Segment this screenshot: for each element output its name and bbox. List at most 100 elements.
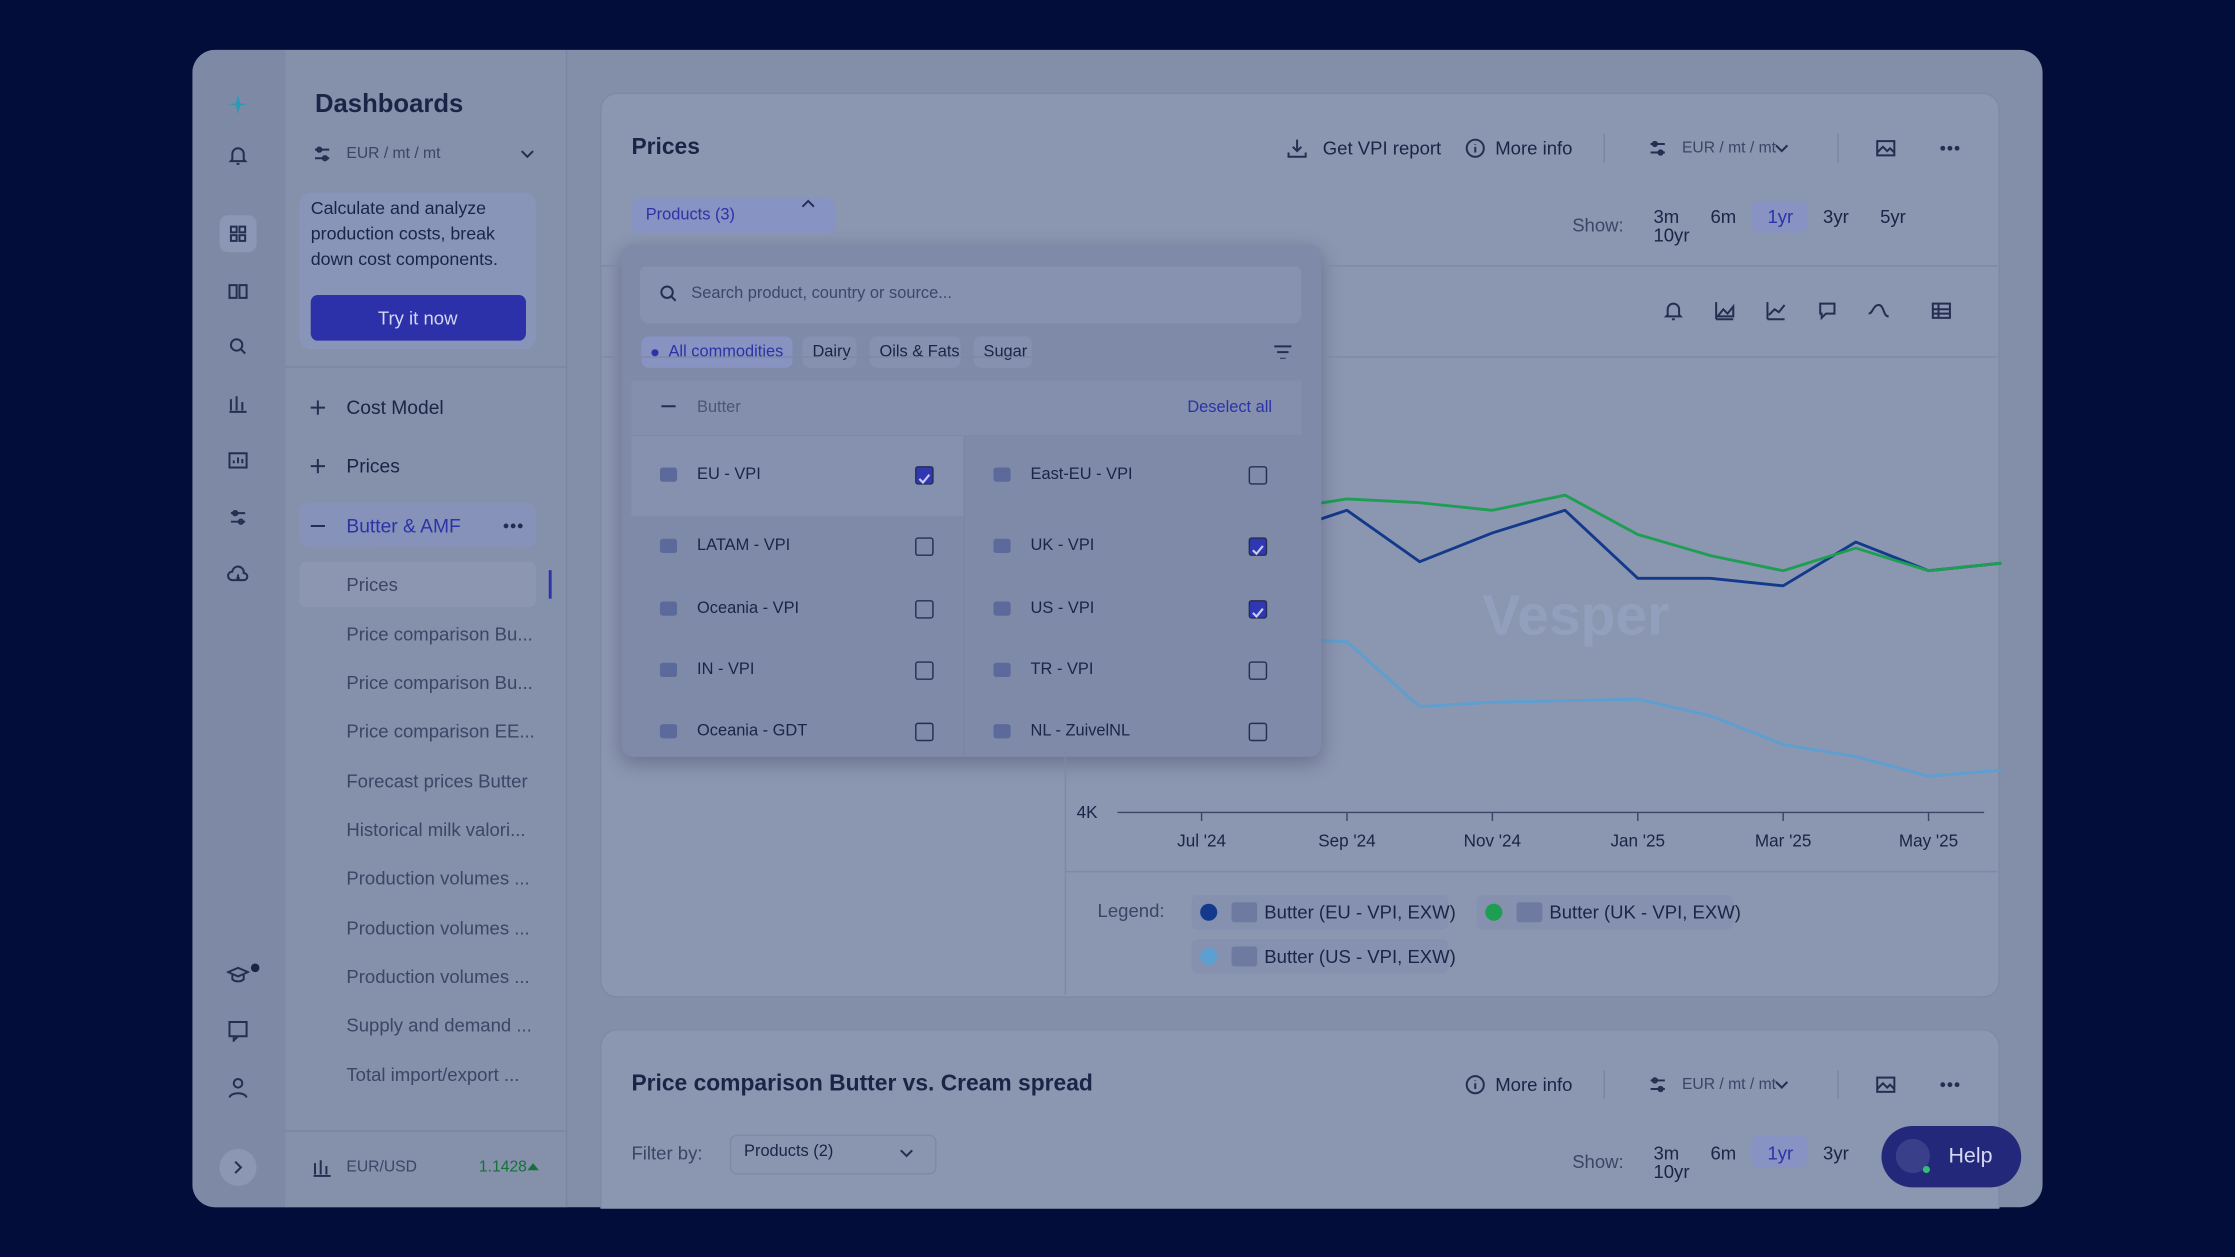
unit-chevron[interactable] (1770, 137, 1793, 160)
nav-item[interactable]: Prices (346, 455, 400, 477)
filter-chip-label[interactable]: Oils & Fats (879, 343, 960, 361)
export-image[interactable] (1874, 137, 1897, 160)
nav-subitem[interactable]: Price comparison EE... (346, 720, 535, 742)
chart-tool[interactable] (1662, 299, 1685, 322)
filter-chip-label[interactable]: All commodities (668, 343, 784, 361)
group-toggle[interactable] (657, 395, 680, 418)
nav-icon[interactable] (227, 563, 250, 586)
filter-chip[interactable] (641, 336, 793, 368)
export-image[interactable] (1874, 1073, 1897, 1096)
more-info-button[interactable]: More info (1495, 1074, 1573, 1096)
nav-icon[interactable] (227, 1019, 250, 1043)
option-checkbox[interactable] (915, 722, 934, 742)
nav-icon[interactable] (227, 1076, 250, 1099)
nav-subitem[interactable]: Forecast prices Butter (346, 770, 528, 792)
nav-icon[interactable] (227, 144, 250, 167)
nav-subitem[interactable]: Total import/export ... (346, 1064, 520, 1086)
products-label[interactable]: Products (3) (645, 206, 735, 224)
option-checkbox[interactable] (1248, 537, 1268, 556)
option-label[interactable]: LATAM - VPI (697, 537, 791, 555)
option-checkbox[interactable] (1248, 466, 1268, 485)
option-checkbox[interactable] (915, 537, 934, 556)
promo-button-label[interactable]: Try it now (377, 307, 458, 329)
chart-tool[interactable] (1765, 299, 1788, 322)
filter-chip[interactable] (869, 336, 961, 368)
nav-expander[interactable] (306, 515, 329, 538)
chart-tool[interactable] (1867, 299, 1890, 322)
range-option[interactable]: 3yr (1823, 1142, 1849, 1164)
range-option[interactable]: 1yr (1767, 1142, 1794, 1164)
products-button[interactable] (631, 198, 836, 234)
option-label[interactable]: EU - VPI (697, 466, 761, 484)
option-checkbox[interactable] (915, 661, 934, 680)
nav-icon[interactable] (227, 335, 250, 358)
unit-chevron[interactable] (1770, 1073, 1793, 1096)
more-info-button[interactable]: More info (1495, 137, 1573, 159)
filter-icon[interactable] (1271, 341, 1294, 364)
chart-tool[interactable] (1816, 299, 1839, 322)
range-option[interactable]: 10yr (1653, 224, 1690, 246)
help-label[interactable]: Help (1948, 1143, 1993, 1169)
range-option[interactable]: 6m (1710, 1142, 1737, 1164)
option-label[interactable]: IN - VPI (697, 661, 755, 679)
option-label[interactable]: Oceania - GDT (697, 722, 808, 740)
unit-select[interactable]: EUR / mt / mt (1681, 1076, 1777, 1094)
products-caret[interactable] (797, 192, 820, 215)
filter-chip[interactable] (802, 336, 857, 368)
report-button[interactable]: Get VPI report (1322, 137, 1442, 159)
nav-icon[interactable] (227, 506, 250, 529)
filter-chip-label[interactable]: Dairy (812, 343, 851, 361)
collapse-icon[interactable] (227, 1156, 250, 1179)
filter-chip-label[interactable]: Sugar (983, 343, 1028, 361)
legend-text[interactable]: Butter (UK - VPI, EXW) (1549, 901, 1741, 923)
range-option[interactable]: 3m (1653, 205, 1680, 228)
legend-text[interactable]: Butter (US - VPI, EXW) (1264, 945, 1456, 968)
nav-item[interactable]: Butter & AMF (346, 515, 461, 537)
range-option[interactable]: 10yr (1653, 1160, 1690, 1183)
nav-item-menu[interactable] (502, 515, 525, 538)
nav-icon[interactable] (227, 392, 250, 415)
option-label[interactable]: NL - ZuivelNL (1030, 722, 1131, 740)
range-option[interactable]: 6m (1710, 205, 1737, 228)
option-label[interactable]: TR - VPI (1030, 661, 1094, 679)
unit-select[interactable]: EUR / mt / mt (346, 145, 441, 163)
option-checkbox[interactable] (1248, 722, 1268, 742)
collapse-button[interactable] (219, 1148, 257, 1186)
legend-item[interactable]: Butter (UK - VPI, EXW) (1476, 895, 1741, 930)
nav-subitem[interactable]: Price comparison Bu... (346, 672, 533, 694)
products-label[interactable]: Products (2) (744, 1143, 834, 1161)
nav-icon[interactable] (227, 449, 250, 472)
option-label[interactable]: Oceania - VPI (697, 600, 800, 618)
filter-chip[interactable] (973, 336, 1032, 368)
deselect-all[interactable]: Deselect all (1187, 399, 1273, 417)
legend-item[interactable]: Butter (US - VPI, EXW) (1191, 939, 1456, 974)
nav-subitem[interactable]: Production volumes ... (346, 917, 530, 939)
option-label[interactable]: US - VPI (1030, 600, 1095, 618)
nav-subitem[interactable]: Production volumes ... (346, 965, 530, 988)
unit-select[interactable]: EUR / mt / mt (1681, 139, 1777, 157)
unit-chevron[interactable] (516, 143, 539, 166)
nav-subitem[interactable]: Supply and demand ... (346, 1014, 532, 1036)
card-menu[interactable] (1939, 1073, 1962, 1096)
nav-subitem[interactable]: Production volumes ... (346, 867, 530, 889)
chart-tool[interactable] (1930, 299, 1953, 322)
range-option[interactable]: 5yr (1880, 205, 1906, 228)
nav-expander[interactable] (306, 455, 329, 478)
nav-subitem[interactable]: Price comparison Bu... (346, 623, 533, 645)
option-checkbox[interactable] (1248, 661, 1268, 680)
legend-item[interactable]: Butter (EU - VPI, EXW) (1191, 895, 1456, 930)
nav-icon[interactable] (227, 279, 250, 302)
option-checkbox[interactable] (915, 600, 934, 619)
search-placeholder[interactable]: Search product, country or source... (691, 285, 952, 303)
legend-text[interactable]: Butter (EU - VPI, EXW) (1264, 901, 1456, 923)
products-chevron[interactable] (895, 1142, 918, 1165)
option-checkbox[interactable] (915, 466, 934, 485)
help-button[interactable]: Help (1881, 1126, 2022, 1188)
card-menu[interactable] (1939, 137, 1962, 160)
option-label[interactable]: UK - VPI (1030, 537, 1095, 555)
range-option[interactable]: 3m (1653, 1142, 1680, 1164)
promo-button[interactable]: Try it now (310, 295, 526, 341)
nav-icon[interactable] (227, 222, 250, 245)
nav-icon[interactable] (225, 964, 251, 987)
option-label[interactable]: East-EU - VPI (1030, 466, 1133, 484)
